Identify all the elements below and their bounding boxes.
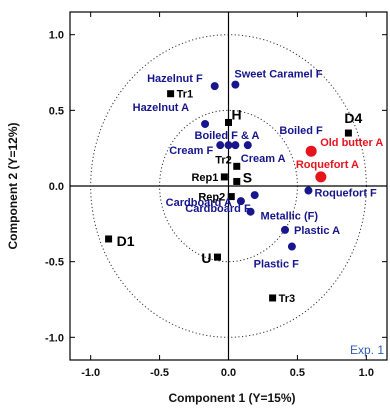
label-roquefort-f: Roquefort F [314,188,377,200]
point-h [225,118,232,126]
x-axis-title: Component 1 (Y=15%) [168,391,295,405]
point-old-butter-a [305,145,317,157]
point-labels: Hazelnut F Sweet Caramel F Hazelnut A Boile… [117,69,384,305]
zero-axes [70,12,387,360]
point-hazelnut-a [201,119,210,128]
label-plastic-a: Plastic A [294,225,340,237]
label-cardboard-a: Cardboard A [166,197,232,209]
point-rep2 [227,193,235,201]
point-rep1 [220,173,228,181]
label-h: H [232,106,242,122]
label-cream-a: Cream A [241,153,286,165]
point-cardboard-a [236,197,245,206]
point-d4 [344,129,352,137]
y-tick-label: 0.5 [49,105,64,117]
label-cardboard-f: Cardboard F [185,203,251,215]
point-hazelnut-f [210,82,219,91]
point-roquefort-a [315,171,327,183]
point-cream-a [243,141,252,150]
point-plastic-f [287,242,296,251]
label-tr3: Tr3 [279,293,296,305]
label-metallic-f: Metallic (F) [261,211,319,223]
label-d1: D1 [117,233,135,249]
label-u: U [201,250,211,266]
point-boiled-f [231,141,240,150]
point-sweet-caramel-f [231,80,240,89]
panel-label: Exp. 1 [350,343,384,357]
x-tick-label: -0.5 [150,367,169,379]
label-cream-f: Cream F [169,145,213,157]
label-s: S [243,169,252,185]
point-d1 [105,235,113,243]
data-points [105,80,352,302]
label-rep1: Rep1 [191,172,218,184]
point-s [233,177,241,185]
label-tr1: Tr1 [177,89,194,101]
label-sweet-caramel-f: Sweet Caramel F [234,69,322,81]
ticks: -1.0 -0.5 0.0 0.5 1.0 -1.0 -0.5 0.0 0.5 1.0 [45,12,387,379]
point-tr3 [269,294,277,302]
point-roquefort-f [304,186,313,195]
label-tr2: Tr2 [215,154,232,166]
point-plastic-a [281,225,290,234]
point-tr2 [233,162,241,170]
label-boiled-f-a: Boiled F & A [195,130,260,142]
label-boiled-f: Boiled F [279,125,323,137]
label-rep2: Rep2 [198,192,225,204]
point-metallic-f [246,207,255,216]
y-tick-label: -0.5 [45,257,64,269]
label-hazelnut-f: Hazelnut F [147,73,203,85]
y-axis-title: Component 2 (Y=12%) [6,122,20,249]
x-tick-label: 1.0 [359,367,374,379]
label-plastic-f: Plastic F [254,259,300,271]
label-d4: D4 [344,110,362,126]
label-old-butter-a: Old butter A [320,137,383,149]
y-tick-label: 0.0 [49,181,64,193]
x-tick-label: 0.5 [290,367,305,379]
point-u [213,253,221,261]
point-cream-f [216,141,225,150]
label-roquefort-a: Roquefort A [296,159,359,171]
y-tick-label: -1.0 [45,332,64,344]
point-boiled-f-a [224,141,233,150]
y-tick-label: 1.0 [49,30,64,42]
point-tr1 [167,90,175,98]
label-hazelnut-a: Hazelnut A [133,102,189,114]
x-tick-label: 0.0 [221,367,236,379]
point-cardboard-f [250,191,259,200]
x-tick-label: -1.0 [81,367,100,379]
